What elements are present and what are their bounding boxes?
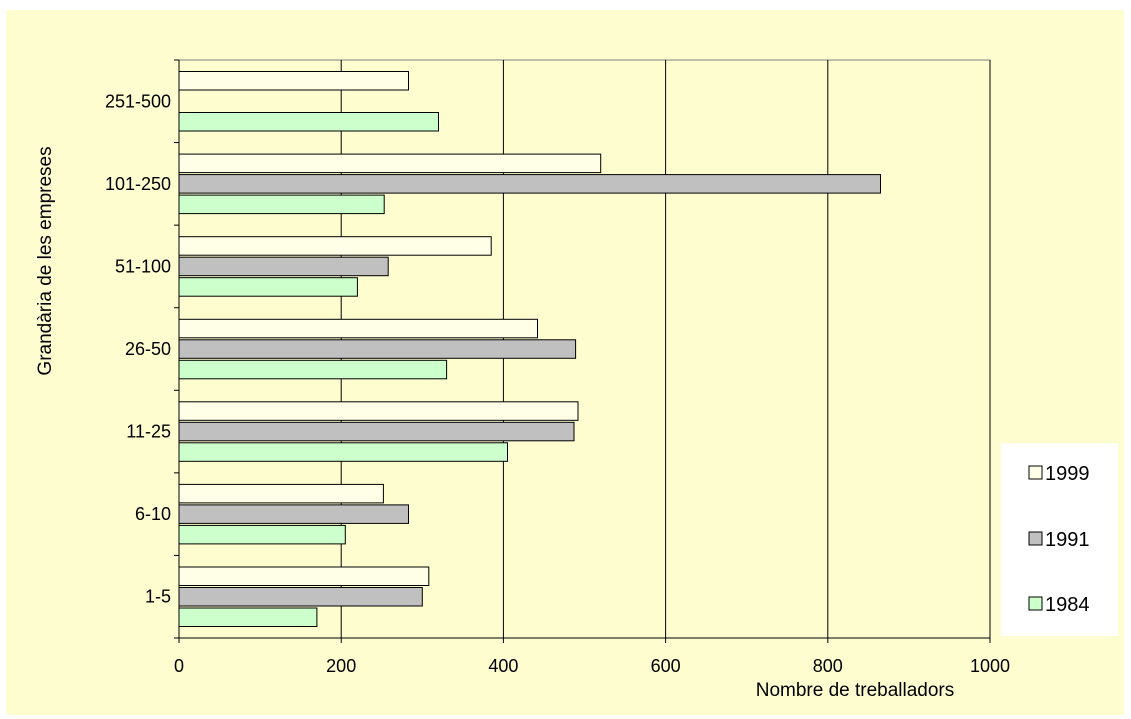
x-tick-label: 1000 [970,656,1010,676]
legend-swatch-1999 [1028,465,1043,480]
y-tick-label: 251-500 [105,91,171,111]
bar-1999-11-25 [178,401,579,421]
bar-1984-11-25 [178,442,508,462]
bar-1999-101-250 [178,153,602,174]
bar-1991-6-10 [178,504,409,524]
bar-1984-6-10 [178,524,346,545]
bar-1991-26-50 [178,339,577,359]
bar-1999-1-5 [178,566,430,586]
x-tick-label: 400 [488,656,518,676]
bar-1984-251-500 [178,112,439,132]
bar-1991-11-25 [178,421,575,442]
x-tick-label: 200 [326,656,356,676]
chart-frame: 1-5 6-10 11-25 26-50 51-100 101-250 251-500 0 20… [6,10,1124,715]
x-tick-label: 0 [174,656,184,676]
y-tick-label: 11-25 [126,422,171,442]
bar-1984-51-100 [178,277,358,297]
bar-1999-251-500 [178,71,409,91]
bar-1991-1-5 [178,587,423,607]
y-tick-label: 26-50 [125,339,171,359]
bar-1991-51-100 [178,256,389,277]
x-tick-label: 600 [651,656,681,676]
bar-1999-26-50 [178,318,538,339]
legend [1001,443,1118,636]
bar-1999-6-10 [178,483,384,504]
x-axis-title: Nombre de treballadors [756,680,955,701]
legend-swatch-1991 [1028,531,1043,546]
y-axis-title: Grandària de les empreses [35,146,56,375]
legend-label-1984: 1984 [1045,594,1090,616]
bar-1984-101-250 [178,194,385,215]
bar-1984-1-5 [178,607,318,627]
y-tick-label: 6-10 [135,504,171,524]
x-tick-label: 800 [813,656,843,676]
bar-1991-101-250 [178,174,881,194]
y-tick-label: 51-100 [115,256,171,276]
bar-1984-26-50 [178,359,448,380]
bar-1999-51-100 [178,236,492,256]
legend-label-1999: 1999 [1045,463,1090,485]
legend-label-1991: 1991 [1045,529,1090,551]
y-tick-label: 1-5 [145,587,171,607]
legend-swatch-1984 [1028,596,1043,611]
y-tick-label: 101-250 [105,174,171,194]
